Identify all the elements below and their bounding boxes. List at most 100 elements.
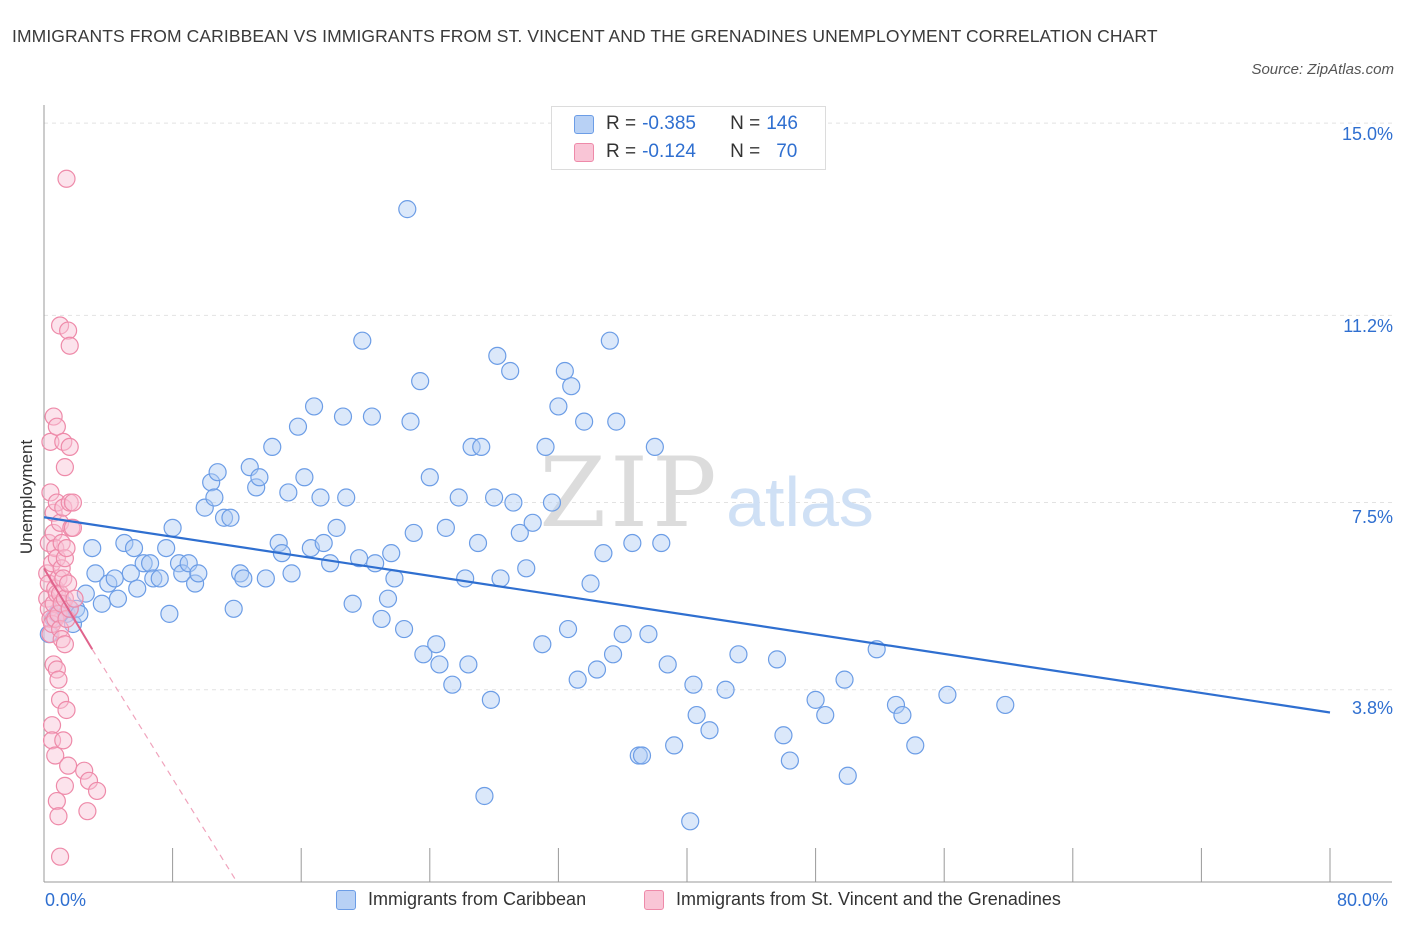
caribbean-point	[639, 624, 658, 644]
caribbean-point	[231, 564, 250, 583]
legend-swatch-pink	[574, 142, 594, 162]
caribbean-point	[459, 655, 478, 674]
caribbean-point	[587, 660, 607, 679]
caribbean-point	[886, 695, 906, 715]
st-vincent-point	[47, 791, 66, 811]
caribbean-point	[430, 655, 449, 674]
y-axis-label: Unemployment	[17, 439, 36, 555]
caribbean-point	[687, 705, 706, 725]
st-vincent-point	[65, 589, 84, 608]
caribbean-point	[105, 569, 124, 588]
bottom-legend-swatch-pink	[644, 889, 664, 910]
caribbean-point	[169, 554, 189, 573]
st-vincent-point	[52, 630, 71, 649]
st-vincent-point	[55, 635, 74, 654]
caribbean-point	[279, 483, 298, 502]
caribbean-point	[263, 437, 282, 457]
st-vincent-point	[57, 169, 76, 188]
caribbean-point	[575, 412, 594, 431]
legend-n-value: 146	[766, 113, 798, 134]
caribbean-point	[568, 670, 587, 689]
caribbean-point	[321, 554, 340, 573]
caribbean-point	[562, 377, 581, 396]
caribbean-point	[996, 695, 1015, 715]
caribbean-point	[488, 346, 507, 365]
legend-n-value: 70	[776, 141, 798, 162]
caribbean-point	[517, 559, 536, 578]
st-vincent-point	[54, 731, 73, 750]
caribbean-point	[160, 604, 179, 623]
st-vincent-point	[57, 700, 76, 720]
caribbean-point	[481, 690, 500, 709]
st-vincent-point	[49, 807, 68, 826]
st-vincent-point	[50, 690, 70, 709]
caribbean-point	[893, 705, 912, 725]
caribbean-point	[157, 538, 176, 558]
st-vincent-point	[59, 574, 78, 593]
caribbean-point	[780, 751, 799, 770]
caribbean-point	[140, 554, 160, 573]
caribbean-point	[456, 569, 475, 588]
caribbean-point	[382, 544, 401, 563]
bottom-legend-swatch-blue	[336, 889, 356, 910]
st-vincent-point	[44, 503, 63, 522]
caribbean-point	[173, 564, 192, 583]
caribbean-point	[134, 554, 153, 573]
caribbean-point	[247, 478, 266, 497]
legend-r-label: R =	[606, 141, 637, 162]
caribbean-point	[485, 488, 504, 507]
correlation-legend: R = -0.385 N = 146 R = -0.124 N = 70	[551, 106, 826, 170]
caribbean-point	[144, 569, 163, 588]
caribbean-point	[250, 468, 269, 487]
caribbean-point	[906, 736, 925, 755]
caribbean-point	[163, 518, 182, 537]
y-tick-label-7.5: 7.5%	[1351, 507, 1393, 527]
caribbean-point	[414, 645, 433, 664]
caribbean-point	[372, 609, 391, 629]
bottom-legend-label: Immigrants from St. Vincent and the Gren…	[676, 889, 1061, 909]
caribbean-point	[208, 463, 227, 482]
st-vincent-point	[78, 802, 97, 821]
st-vincent-point	[59, 756, 78, 775]
st-vincent-point	[55, 776, 74, 795]
caribbean-point	[581, 574, 600, 593]
caribbean-point	[269, 533, 288, 553]
st-vincent-point	[47, 417, 66, 436]
st-vincent-point	[49, 670, 68, 689]
caribbean-point	[76, 584, 95, 603]
caribbean-point	[700, 721, 719, 740]
caribbean-point	[681, 812, 700, 831]
x-tick-label-min: 0.0%	[45, 890, 87, 910]
caribbean-point	[362, 407, 382, 426]
st-vincent-point	[55, 458, 74, 477]
bottom-legend-st-vincent: Immigrants from St. Vincent and the Gren…	[644, 889, 1061, 910]
st-vincent-point	[46, 746, 65, 765]
legend-row-caribbean: R = -0.385 N = 146	[574, 111, 798, 137]
caribbean-point	[468, 533, 488, 553]
st-vincent-point	[41, 483, 60, 502]
caribbean-point	[92, 594, 111, 613]
st-vincent-point	[60, 336, 79, 355]
legend-n-label: N =	[730, 141, 761, 162]
st-vincent-point	[63, 518, 83, 537]
caribbean-point	[716, 680, 735, 699]
st-vincent-trend-extension	[91, 648, 238, 883]
caribbean-point	[128, 579, 147, 598]
caribbean-point	[462, 437, 481, 457]
caribbean-point	[472, 437, 491, 457]
caribbean-point	[603, 645, 623, 664]
legend-swatch-blue	[574, 114, 594, 134]
caribbean-point	[816, 705, 835, 725]
caribbean-point	[632, 746, 652, 765]
legend-n-label: N =	[730, 113, 761, 134]
caribbean-point	[224, 599, 243, 618]
caribbean-point	[214, 508, 234, 527]
caribbean-point	[121, 564, 140, 583]
caribbean-point	[449, 488, 468, 507]
caribbean-point	[600, 331, 619, 350]
y-tick-label-15.0: 15.0%	[1341, 124, 1393, 144]
caribbean-point	[427, 635, 446, 654]
caribbean-point	[205, 488, 224, 507]
st-vincent-point	[87, 781, 107, 801]
bottom-legend-label: Immigrants from Caribbean	[368, 889, 587, 909]
